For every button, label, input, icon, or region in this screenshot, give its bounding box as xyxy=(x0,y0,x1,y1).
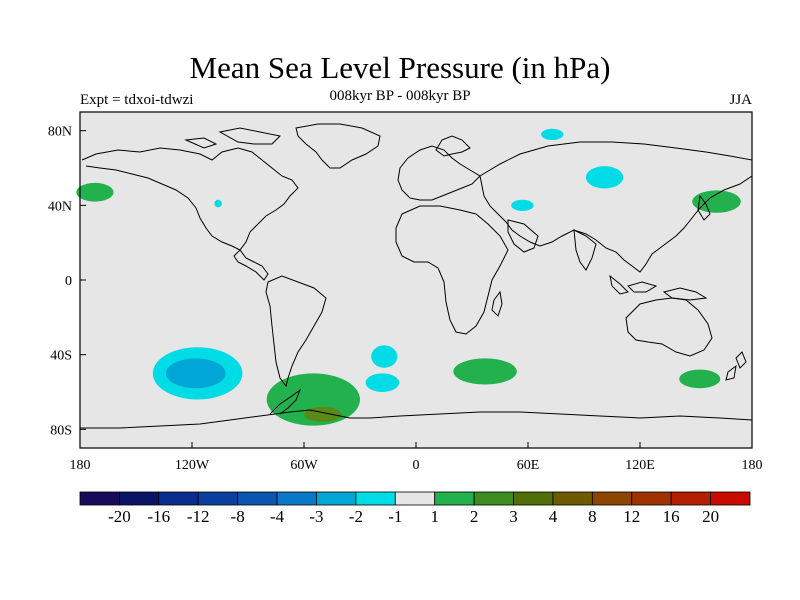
colorbar-label: 4 xyxy=(549,507,558,526)
x-tick-label: 60E xyxy=(517,458,540,473)
colorbar-label: -8 xyxy=(231,507,245,526)
map-title: Mean Sea Level Pressure (in hPa) xyxy=(189,50,611,85)
anomaly-region-0 xyxy=(692,190,741,213)
x-tick-label: 180 xyxy=(70,458,91,473)
colorbar-swatch xyxy=(552,491,593,506)
anomaly-region-8 xyxy=(365,373,400,392)
anomaly-region-7 xyxy=(371,345,398,368)
anomaly-region-10 xyxy=(585,166,624,189)
colorbar-swatch xyxy=(237,491,278,506)
colorbar-swatch xyxy=(276,491,317,506)
colorbar-swatch xyxy=(710,491,751,506)
colorbar-label: -2 xyxy=(349,507,363,526)
colorbar-label: -16 xyxy=(147,507,170,526)
anomaly-region-11 xyxy=(511,199,534,211)
colorbar-label: 2 xyxy=(470,507,479,526)
colorbar-label: 3 xyxy=(509,507,518,526)
map-frame xyxy=(79,111,753,449)
colorbar-swatch xyxy=(316,491,357,506)
y-tick-label: 0 xyxy=(65,274,72,289)
colorbar-label: 16 xyxy=(663,507,680,526)
anomaly-region-6 xyxy=(679,369,721,389)
colorbar-label: -4 xyxy=(270,507,285,526)
colorbar-swatch xyxy=(591,491,633,506)
coastlines xyxy=(80,123,753,429)
colorbar-label: 20 xyxy=(702,507,719,526)
x-tick-label: 120E xyxy=(625,458,655,473)
x-tick-label: 120W xyxy=(175,458,210,473)
anomaly-region-9 xyxy=(76,182,114,202)
colorbar-swatch xyxy=(355,491,396,506)
colorbar-swatch xyxy=(79,491,120,506)
anomaly-region-4 xyxy=(304,406,342,422)
colorbar-swatch xyxy=(158,491,199,506)
experiment-label: Expt = tdxoi-tdwzi xyxy=(80,92,194,108)
colorbar-label: -3 xyxy=(309,507,323,526)
map-background xyxy=(80,112,752,448)
map-axes: 180 120W 60W 0 60E 120E 180 80N 40N 0 40S 80S xyxy=(48,125,763,473)
y-tick-label: 40N xyxy=(48,199,72,214)
colorbar-label: 8 xyxy=(588,507,597,526)
colorbar-swatch xyxy=(394,491,436,506)
colorbar: -20 -16 -12 -8 -4 -3 -2 -1 1 2 3 4 8 12 16 20 xyxy=(79,491,751,526)
colorbar-label: -20 xyxy=(108,507,131,526)
anomaly-region-2 xyxy=(165,358,226,389)
colorbar-swatch xyxy=(473,491,514,506)
colorbar-swatch xyxy=(631,491,672,506)
colorbar-label: 12 xyxy=(623,507,640,526)
x-tick-label: 60W xyxy=(290,458,318,473)
colorbar-swatch xyxy=(670,491,711,506)
colorbar-swatch xyxy=(513,491,554,506)
x-tick-label: 180 xyxy=(742,458,763,473)
colorbar-label: -12 xyxy=(187,507,210,526)
anomaly-layer xyxy=(76,128,741,426)
colorbar-swatch xyxy=(434,491,475,506)
y-tick-label: 80N xyxy=(48,125,72,140)
anomaly-region-13 xyxy=(214,199,222,208)
time-range-label: 008kyr BP - 008kyr BP xyxy=(329,88,471,104)
y-tick-label: 40S xyxy=(50,349,72,364)
x-tick-label: 0 xyxy=(413,458,420,473)
colorbar-swatch xyxy=(119,491,160,506)
colorbar-swatch xyxy=(197,491,239,506)
anomaly-region-5 xyxy=(453,358,517,385)
colorbar-label: 1 xyxy=(430,507,439,526)
y-tick-label: 80S xyxy=(50,423,72,438)
anomaly-region-12 xyxy=(541,128,564,140)
colorbar-label: -1 xyxy=(388,507,402,526)
season-label: JJA xyxy=(729,92,752,108)
